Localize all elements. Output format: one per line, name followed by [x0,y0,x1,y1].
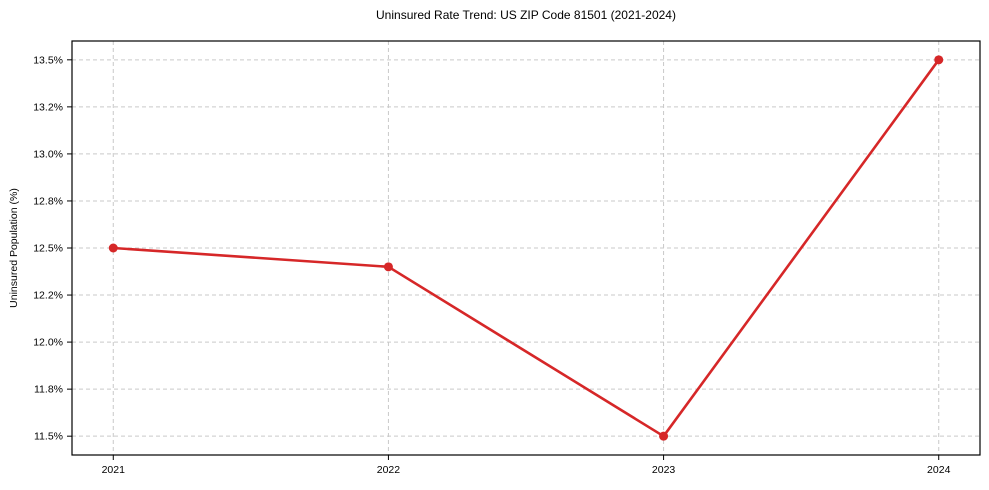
data-point-marker [934,55,944,65]
trend-line [111,58,941,438]
y-tick-label: 11.5% [34,431,63,443]
x-tick-label: 2021 [102,464,126,476]
data-point-marker [383,262,393,272]
chart-title: Uninsured Rate Trend: US ZIP Code 81501 … [376,8,676,22]
y-tick-label: 13.2% [33,101,63,113]
y-tick-label: 12.2% [33,290,63,302]
x-tick-label: 2024 [927,464,951,476]
y-tick-label: 12.0% [33,337,63,349]
y-tick-label: 11.8% [34,384,63,396]
y-tick-label: 13.5% [33,54,63,66]
data-point-marker [108,243,118,253]
y-tick-label: 12.5% [33,243,63,255]
x-tick-label: 2023 [652,464,676,476]
x-tick-label: 2022 [377,464,401,476]
data-point-marker [659,431,669,441]
y-tick-label: 13.0% [33,148,63,160]
y-tick-label: 12.8% [33,195,63,207]
